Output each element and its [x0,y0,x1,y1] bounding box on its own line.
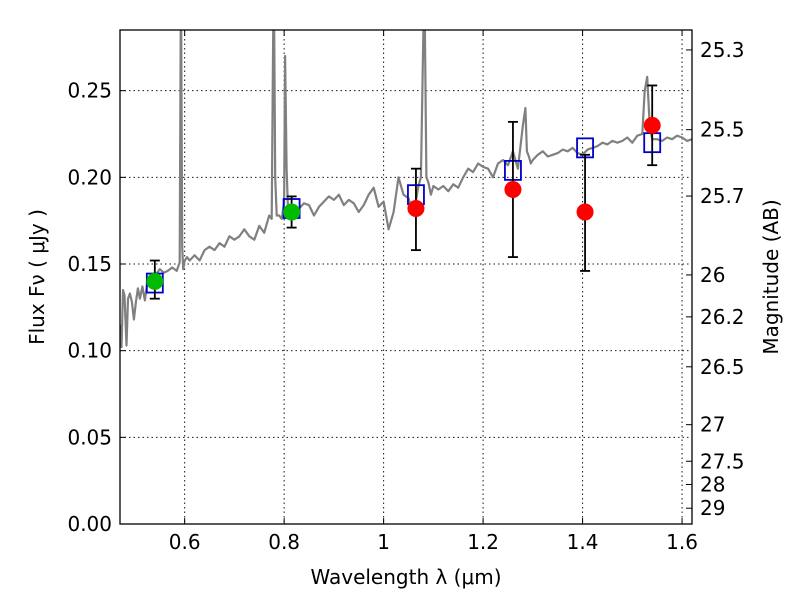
observed-point [146,272,164,290]
y-tick-label: 0.05 [67,425,112,449]
right-tick-label: 27.5 [700,449,745,473]
y-tick-label: 0.20 [67,165,112,189]
x-tick-label: 1.6 [666,530,698,554]
x-tick-label: 1.4 [567,530,599,554]
observed-point [407,200,425,218]
x-tick-label: 0.8 [268,530,300,554]
y-tick-label: 0.10 [67,339,112,363]
right-tick-label: 25.3 [700,38,745,62]
right-tick-label: 26 [700,263,725,287]
observed-point [283,203,301,221]
observed-point [504,180,522,198]
plot-area [120,30,692,349]
spectrum-line [120,30,692,349]
grid [120,30,692,524]
y-tick-label: 0.00 [67,512,112,536]
right-tick-label: 26.5 [700,355,745,379]
right-tick-label: 29 [700,496,725,520]
observed-point [643,116,661,134]
y-tick-label: 0.15 [67,252,112,276]
x-tick-label: 1 [377,530,390,554]
right-tick-label: 26.2 [700,305,745,329]
right-axis-label: Magnitude (AB) [759,199,783,354]
axes: 0.6 0.8 1 1.2 1.4 1.6 0.00 0.05 0.10 0.15 0.20 0.25… [67,30,745,554]
right-tick-label: 27 [700,413,725,437]
x-axis-label: Wavelength λ (μm) [310,565,501,589]
y-tick-label: 0.25 [67,79,112,103]
right-tick-label: 25.5 [700,118,745,142]
x-tick-label: 1.2 [467,530,499,554]
observed-point [576,203,594,221]
x-tick-label: 0.6 [169,530,201,554]
right-tick-label: 25.7 [700,184,745,208]
y-axis-label: Flux Fν ( μJy ) [25,209,49,345]
right-tick-label: 28 [700,472,725,496]
plot-frame [119,29,693,525]
